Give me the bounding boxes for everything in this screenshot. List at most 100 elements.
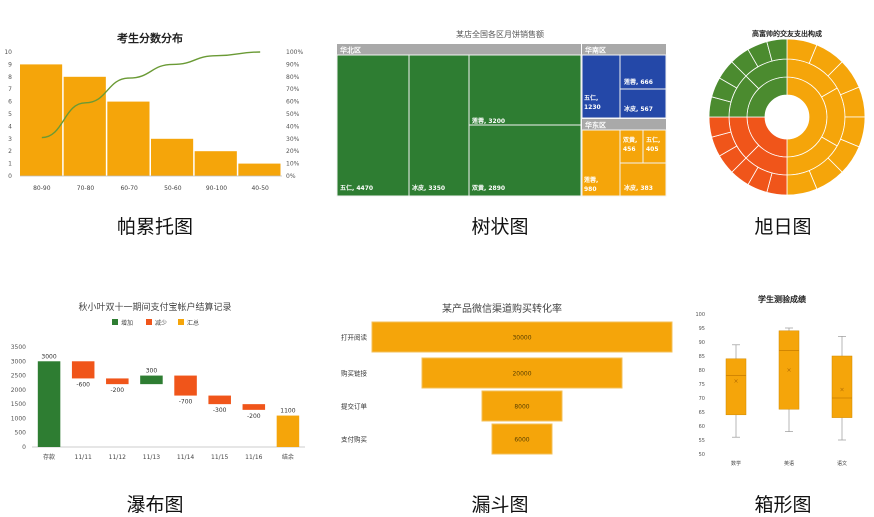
- pareto-x-tick: 60-70: [120, 185, 138, 192]
- pareto-x-tick: 40-50: [251, 185, 269, 192]
- pareto-bar: [194, 151, 237, 176]
- treemap-group-north-header: [337, 44, 581, 55]
- waterfall-legend-label: 减少: [155, 319, 167, 327]
- waterfall-legend-label: 增加: [121, 319, 133, 327]
- pareto-y-tick: 8: [8, 74, 12, 81]
- pareto-y2-tick: 90%: [286, 61, 300, 68]
- pareto-y2-tick: 20%: [286, 148, 300, 155]
- boxplot-mean-marker: ×: [786, 367, 791, 374]
- waterfall-bar: [71, 361, 95, 379]
- pareto-bar: [151, 138, 194, 176]
- waterfall-x-tick: 结余: [282, 453, 294, 461]
- waterfall-x-tick: 11/15: [211, 454, 228, 461]
- waterfall-data-label: -700: [179, 399, 193, 406]
- boxplot-y-tick: 60: [699, 424, 705, 430]
- treemap-cell: [408, 54, 470, 197]
- waterfall-y-tick: 500: [15, 430, 27, 437]
- waterfall-bar: [276, 415, 300, 447]
- funnel-chart: 某产品微信渠道购买转化率 30000 打开阅读 20000 购买链接 8000 提交订单 60…: [341, 302, 673, 455]
- pareto-y-tick: 9: [8, 61, 12, 68]
- waterfall-bar: [37, 361, 61, 447]
- pareto-y2-tick: 70%: [286, 86, 300, 93]
- waterfall-title: 秋小叶双十一期间支付宝帐户结算记录: [78, 301, 231, 313]
- waterfall-chart-panel: 秋小叶双十一期间支付宝帐户结算记录 增加 减少 汇总 0 500 1000 1500 2000 2…: [0, 285, 310, 470]
- waterfall-data-label: -200: [111, 387, 125, 394]
- funnel-chart-panel: 某产品微信渠道购买转化率 30000 打开阅读 20000 购买链接 8000 提交订单 60…: [330, 285, 675, 470]
- boxplot-y-tick: 55: [699, 438, 705, 444]
- waterfall-x-tick: 存款: [43, 453, 55, 461]
- pareto-y2-tick: 40%: [286, 123, 300, 130]
- pareto-y2-tick: 10%: [286, 161, 300, 168]
- waterfall-y-tick: 3000: [11, 358, 26, 365]
- funnel-bar: [371, 321, 673, 353]
- boxplot-y-tick: 90: [699, 340, 705, 346]
- waterfall-data-label: -300: [213, 407, 227, 414]
- boxplot-x-tick: 语文: [837, 460, 847, 467]
- waterfall-legend-label: 汇总: [187, 319, 199, 327]
- treemap-cell-label: 冰皮, 383: [624, 184, 653, 192]
- funnel-value-label: 30000: [512, 335, 531, 342]
- treemap-group-east-header-label: 华东区: [585, 121, 606, 130]
- waterfall-bar: [140, 375, 163, 385]
- boxplot-mean-marker: ×: [839, 387, 844, 394]
- waterfall-y-tick: 1000: [11, 415, 26, 422]
- waterfall-x-tick: 11/12: [109, 454, 126, 461]
- pareto-y2-tick: 50%: [286, 111, 300, 118]
- treemap-cell: [336, 54, 410, 197]
- pareto-y-tick: 0: [8, 173, 12, 180]
- boxplot-y-tick: 50: [699, 452, 705, 458]
- boxplot-chart-panel: 学生测验成绩 50 55 60 65 70 75 80 85 90 95 100 × 数学 × 英语 × 语文: [690, 285, 874, 470]
- waterfall-x-tick: 11/13: [143, 454, 160, 461]
- treemap-chart-panel: 某店全国各区月饼销售额华北区五仁, 4470 冰皮, 3350 莲蓉, 3200 双黄…: [330, 0, 670, 200]
- boxplot-box: [725, 358, 747, 416]
- waterfall-y-tick: 1500: [11, 401, 26, 408]
- pareto-y-tick: 6: [8, 99, 12, 106]
- waterfall-data-label: -600: [76, 381, 90, 388]
- waterfall-bar: [106, 378, 129, 385]
- funnel-value-label: 8000: [514, 404, 529, 411]
- boxplot-title: 学生测验成绩: [758, 294, 806, 304]
- pareto-y-tick: 7: [8, 86, 12, 93]
- waterfall-y-tick: 2500: [11, 373, 26, 380]
- boxplot-x-tick: 英语: [784, 460, 794, 467]
- caption-waterfall: 瀑布图: [126, 494, 184, 516]
- pareto-cumulative-line: [41, 51, 261, 139]
- funnel-value-label: 6000: [514, 437, 529, 444]
- boxplot-x-tick: 数学: [731, 460, 741, 467]
- waterfall-x-tick: 11/16: [245, 454, 262, 461]
- pareto-y2-tick: 80%: [286, 74, 300, 81]
- pareto-bar: [63, 76, 106, 176]
- treemap-group-east-header: [582, 119, 666, 130]
- caption-sunburst: 旭日图: [754, 216, 812, 238]
- pareto-title: 考生分数分布: [117, 31, 183, 45]
- treemap-title: 某店全国各区月饼销售额: [456, 29, 544, 39]
- waterfall-data-label: 1100: [280, 408, 295, 415]
- funnel-category-label: 支付购买: [341, 435, 368, 444]
- pareto-x-tick: 90-100: [206, 185, 227, 192]
- pareto-x-tick: 70-80: [77, 185, 95, 192]
- funnel-bar: [481, 390, 563, 422]
- funnel-category-label: 打开阅读: [341, 333, 368, 342]
- treemap-group-south-header-label: 华南区: [585, 46, 606, 55]
- pareto-y2-tick: 100%: [286, 49, 303, 56]
- boxplot-mean-marker: ×: [733, 378, 738, 385]
- treemap-cell-label: 双黄, 2890: [472, 184, 505, 192]
- treemap-cell-label: 五仁,: [584, 94, 598, 102]
- pareto-chart: 考生分数分布0123456789100%10%20%30%40%50%60%70…: [4, 31, 303, 192]
- funnel-bar: [421, 357, 623, 389]
- sunburst-segment: [766, 38, 788, 62]
- treemap-cell-label: 莲蓉, 3200: [472, 117, 505, 125]
- treemap-cell-label: 五仁, 4470: [340, 184, 373, 192]
- caption-pareto: 帕累托图: [116, 216, 193, 238]
- pareto-y2-tick: 0%: [286, 173, 296, 180]
- treemap-cell-label: 456: [623, 146, 636, 153]
- treemap-cell-label: 冰皮, 3350: [412, 184, 445, 192]
- pareto-y2-tick: 30%: [286, 136, 300, 143]
- funnel-category-label: 提交订单: [341, 402, 368, 411]
- treemap-cell-label: 405: [646, 146, 659, 153]
- treemap-cell-label: 980: [584, 186, 597, 193]
- treemap-group-north-header-label: 华北区: [340, 46, 361, 55]
- treemap-cell: [468, 54, 582, 126]
- waterfall-bar: [208, 395, 231, 405]
